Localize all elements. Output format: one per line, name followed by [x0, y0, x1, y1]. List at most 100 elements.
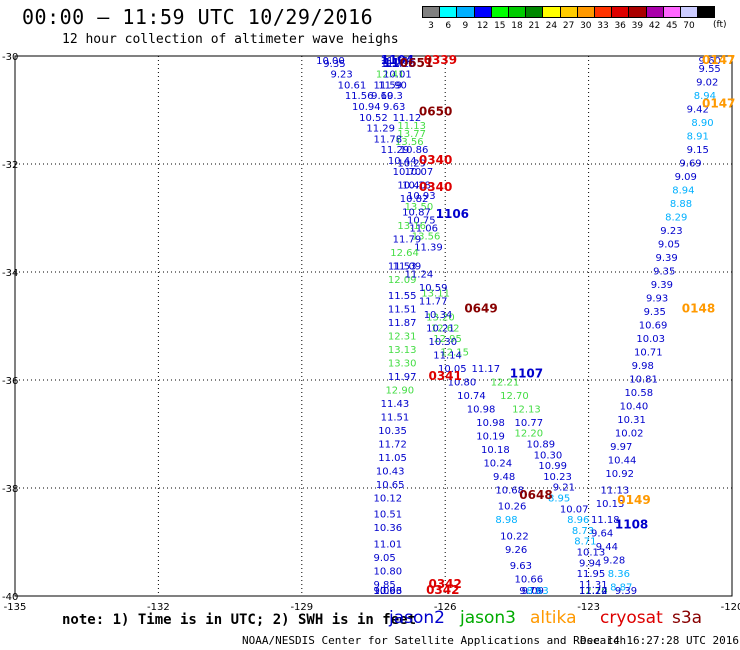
value-label: 9.09 — [522, 586, 544, 597]
value-label: 10.81 — [629, 375, 658, 386]
time-label: 0340 — [419, 180, 452, 194]
time-label: 0341 — [428, 369, 461, 383]
value-label: 10.30 — [428, 337, 457, 348]
value-label: 9.64 — [591, 529, 613, 540]
value-label: 11.95 — [577, 569, 606, 580]
value-label: 8.36 — [608, 569, 630, 580]
value-label: 12.90 — [385, 386, 414, 397]
value-label: 11.79 — [393, 234, 422, 245]
value-label: 10.98 — [476, 418, 505, 429]
value-label: 9.02 — [696, 78, 718, 89]
value-label: 11.13 — [601, 485, 630, 496]
value-label: 11.06 — [409, 224, 438, 235]
value-label: 12.13 — [512, 404, 541, 415]
time-label: 1107 — [510, 366, 543, 380]
x-tick-label: -132 — [147, 602, 170, 613]
value-label: 9.85 — [374, 580, 396, 591]
value-label: 10.65 — [376, 480, 405, 491]
legend-swatch — [628, 6, 647, 18]
legend-swatch — [697, 6, 716, 18]
legend-swatch — [439, 6, 458, 18]
time-label: 0648 — [519, 488, 552, 502]
value-label: 9.69 — [371, 91, 393, 102]
value-label: 12.95 — [433, 334, 462, 345]
value-label: 9.60 — [699, 56, 721, 67]
value-label: 8.98 — [495, 515, 517, 526]
value-label: 10.93 — [407, 191, 436, 202]
value-label: 8.94 — [694, 91, 716, 102]
value-label: 10.92 — [605, 469, 634, 480]
time-label: 0147 — [702, 53, 735, 67]
value-label: 11.05 — [378, 453, 407, 464]
y-tick-label: -32 — [2, 160, 18, 171]
value-label: 9.23 — [330, 70, 352, 81]
value-label: 10.30 — [534, 450, 563, 461]
plot-frame — [14, 55, 733, 597]
value-label: 13.56 — [412, 232, 441, 243]
value-label: 11.78 — [374, 134, 403, 145]
value-label: 11.18 — [591, 515, 620, 526]
legend-swatch — [456, 6, 475, 18]
value-label: 11.17 — [471, 364, 500, 375]
value-label: 11.39 — [414, 242, 443, 253]
legend-label: 12 — [476, 21, 489, 31]
value-label: 9.44 — [596, 542, 618, 553]
value-label: 9.69 — [679, 159, 701, 170]
value-label: 9.63 — [510, 561, 532, 572]
value-label: 9.15 — [687, 145, 709, 156]
value-label: 13.11 — [421, 288, 450, 299]
value-label: 10.75 — [407, 215, 436, 226]
value-label: 10.51 — [374, 510, 403, 521]
y-tick-label: -34 — [2, 268, 18, 279]
value-label: 10.05 — [438, 364, 467, 375]
value-label: 13.56 — [395, 137, 424, 148]
value-label: 10.07 — [405, 167, 434, 178]
value-label: 10.52 — [359, 113, 388, 124]
time-label: 1108 — [615, 518, 648, 532]
value-label: 10.58 — [624, 388, 653, 399]
value-label: 11.29 — [366, 124, 395, 135]
value-label: 12.21 — [491, 377, 520, 388]
value-label: 11.77 — [419, 296, 448, 307]
legend-label: 15 — [494, 21, 506, 31]
value-label: 10.70 — [393, 167, 422, 178]
time-label: 0147 — [702, 96, 735, 110]
legend-swatch — [525, 6, 544, 18]
value-label: 10.19 — [476, 431, 505, 442]
value-label: 10.06 — [374, 586, 403, 597]
value-label: 9.09 — [675, 172, 697, 183]
x-tick-label: -126 — [434, 602, 457, 613]
value-label: 11.13 — [397, 121, 426, 132]
legend-swatch — [594, 6, 613, 18]
value-label: 9.42 — [687, 105, 709, 116]
value-label: 10.98 — [467, 404, 496, 415]
legend-label: 27 — [562, 21, 575, 31]
value-label: 11.01 — [374, 539, 403, 550]
value-label: 9.55 — [699, 64, 721, 75]
time-label: 0339 — [424, 53, 457, 67]
value-label: 13.16 — [397, 221, 426, 232]
note-text: note: 1) Time is in UTC; 2) SWH is in fe… — [62, 612, 417, 628]
value-label: 10.07 — [560, 504, 589, 515]
value-label: 10.01 — [383, 70, 412, 81]
value-label: 10.80 — [448, 377, 477, 388]
value-label: 11.74 — [579, 586, 608, 597]
value-label: 10.74 — [457, 391, 486, 402]
value-label: 10.31 — [617, 415, 646, 426]
legend-swatch — [422, 6, 441, 18]
value-label: 10.71 — [634, 348, 663, 359]
value-label: 11.24 — [405, 269, 434, 280]
value-label: 10.89 — [526, 440, 555, 451]
value-label: 10.99 — [538, 461, 567, 472]
value-label: 11.56 — [345, 91, 374, 102]
time-label: 0342 — [428, 577, 461, 591]
value-label: 11.14 — [433, 350, 462, 361]
legend-label: 24 — [545, 21, 558, 31]
value-label: 8.29 — [665, 213, 687, 224]
value-label: 11.51 — [388, 305, 417, 316]
chart-title: 00:00 – 11:59 UTC 10/29/2016 — [22, 5, 374, 29]
value-label: 10.80 — [374, 566, 403, 577]
value-label: 10.82 — [400, 194, 429, 205]
legend-swatch — [508, 6, 527, 18]
